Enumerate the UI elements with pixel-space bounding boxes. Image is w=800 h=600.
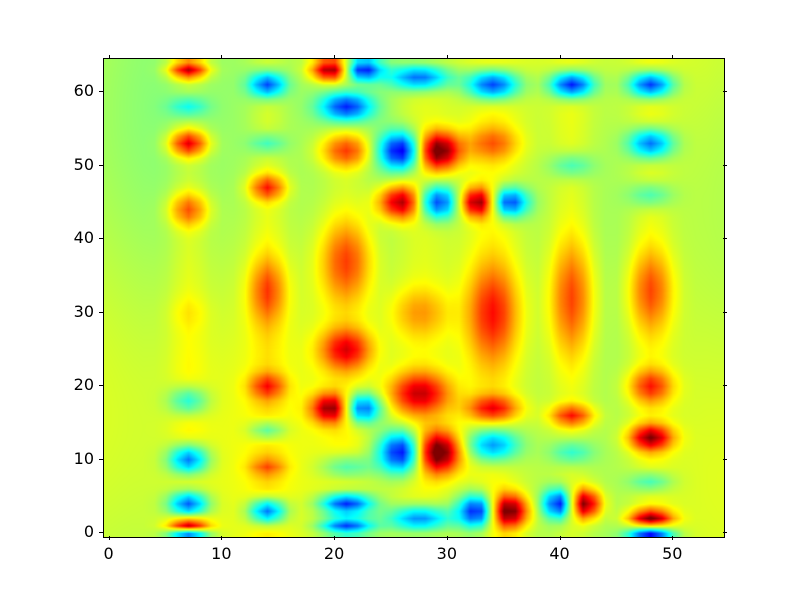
- y-tick-mark: [99, 532, 103, 534]
- y-tick-mark: [99, 164, 103, 166]
- heatmap-image: [104, 59, 724, 537]
- y-tick-label: 10: [73, 448, 94, 468]
- y-tick-mark-right: [723, 532, 727, 534]
- x-tick-label: 40: [549, 544, 570, 563]
- x-tick-mark: [446, 536, 448, 540]
- x-tick-mark: [672, 536, 674, 540]
- heatmap-axes[interactable]: [103, 58, 725, 538]
- y-tick-mark: [99, 458, 103, 460]
- y-tick-label: 30: [73, 301, 94, 321]
- x-tick-label: 50: [662, 544, 683, 563]
- x-tick-mark: [559, 536, 561, 540]
- x-tick-label: 0: [103, 544, 114, 563]
- x-tick-mark: [221, 536, 223, 540]
- x-tick-mark-top: [221, 55, 223, 59]
- y-tick-label: 40: [73, 228, 94, 248]
- x-tick-mark-top: [334, 55, 336, 59]
- y-tick-mark-right: [723, 458, 727, 460]
- x-tick-label: 10: [211, 544, 232, 563]
- y-tick-mark: [99, 311, 103, 313]
- y-tick-mark-right: [723, 311, 727, 313]
- x-tick-mark-top: [108, 55, 110, 59]
- x-tick-label: 20: [323, 544, 345, 563]
- y-tick-mark-right: [723, 164, 727, 166]
- y-tick-label: 60: [73, 81, 94, 101]
- y-tick-mark: [99, 238, 103, 240]
- y-tick-label: 50: [73, 154, 94, 174]
- y-tick-mark: [99, 91, 103, 93]
- y-tick-label: 0: [83, 522, 94, 542]
- y-tick-mark-right: [723, 238, 727, 240]
- y-tick-label: 20: [73, 375, 94, 395]
- x-tick-label: 30: [436, 544, 457, 563]
- x-tick-mark: [108, 536, 110, 540]
- x-tick-mark-top: [672, 55, 674, 59]
- y-tick-mark-right: [723, 385, 727, 387]
- x-tick-mark: [334, 536, 336, 540]
- y-tick-mark: [99, 385, 103, 387]
- x-tick-mark-top: [559, 55, 561, 59]
- x-tick-mark-top: [446, 55, 448, 59]
- y-tick-mark-right: [723, 91, 727, 93]
